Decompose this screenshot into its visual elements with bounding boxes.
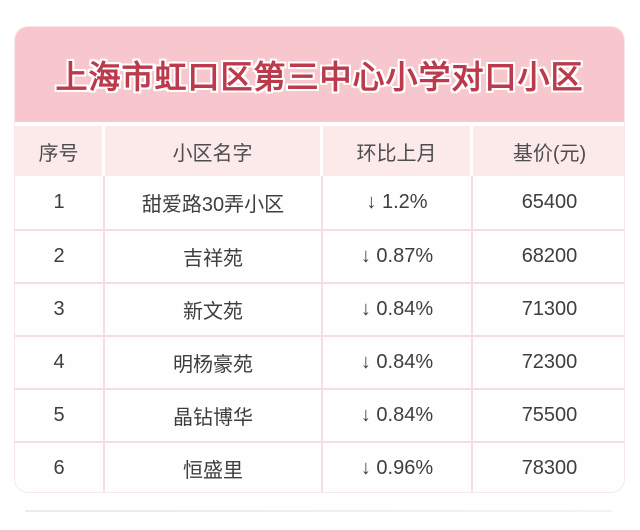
table-row: 2 吉祥苑 ↓ 0.87% 68200 [15,229,624,282]
column-header-price: 基价(元) [473,126,624,176]
cell-serial-number: 4 [15,335,105,388]
cell-community-name: 甜爱路30弄小区 [105,176,323,229]
table-title: 上海市虹口区第三中心小学对口小区 [55,58,584,95]
table-row: 4 明杨豪苑 ↓ 0.84% 72300 [15,335,624,388]
table-body: 1 甜爱路30弄小区 ↓ 1.2% 65400 2 吉祥苑 ↓ 0.87% 68… [15,176,624,492]
cell-community-name: 明杨豪苑 [105,335,323,388]
table-row: 3 新文苑 ↓ 0.84% 71300 [15,282,624,335]
cell-community-name: 晶钻博华 [105,388,323,441]
table-title-band: 上海市虹口区第三中心小学对口小区 [15,27,624,122]
cell-base-price: 65400 [473,176,624,229]
cell-community-name: 恒盛里 [105,441,323,492]
bottom-divider [25,510,612,512]
cell-month-change: ↓ 1.2% [323,176,473,229]
cell-serial-number: 2 [15,229,105,282]
cell-base-price: 68200 [473,229,624,282]
table-row: 5 晶钻博华 ↓ 0.84% 75500 [15,388,624,441]
cell-serial-number: 3 [15,282,105,335]
cell-month-change: ↓ 0.84% [323,282,473,335]
table-header-row: 序号 小区名字 环比上月 基价(元) [15,126,624,176]
cell-base-price: 75500 [473,388,624,441]
cell-month-change: ↓ 0.84% [323,388,473,441]
table-row: 6 恒盛里 ↓ 0.96% 78300 [15,441,624,492]
cell-month-change: ↓ 0.87% [323,229,473,282]
cell-community-name: 吉祥苑 [105,229,323,282]
cell-month-change: ↓ 0.96% [323,441,473,492]
price-table-card: 上海市虹口区第三中心小学对口小区 序号 小区名字 环比上月 基价(元) 1 甜爱… [14,26,625,493]
cell-serial-number: 5 [15,388,105,441]
column-header-serial: 序号 [15,126,105,176]
cell-community-name: 新文苑 [105,282,323,335]
cell-base-price: 78300 [473,441,624,492]
cell-base-price: 72300 [473,335,624,388]
cell-serial-number: 6 [15,441,105,492]
cell-month-change: ↓ 0.84% [323,335,473,388]
cell-serial-number: 1 [15,176,105,229]
table-row: 1 甜爱路30弄小区 ↓ 1.2% 65400 [15,176,624,229]
column-header-community: 小区名字 [105,126,323,176]
cell-base-price: 71300 [473,282,624,335]
column-header-change: 环比上月 [323,126,473,176]
